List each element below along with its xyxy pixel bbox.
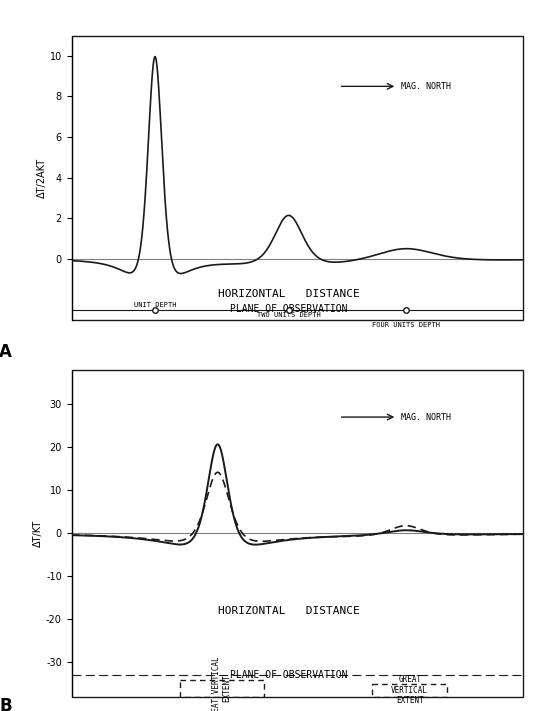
INDIVIDUAL ANOMALY (276, 535, 283, 544)
Text: HORIZONTAL   DISTANCE: HORIZONTAL DISTANCE (218, 606, 360, 616)
INDIVIDUAL ANOMALY (258, 537, 265, 545)
Text: FOUR UNITS DEPTH: FOUR UNITS DEPTH (372, 322, 439, 328)
INDIVIDUAL ANOMALY (507, 530, 513, 539)
Text: B: B (0, 697, 12, 711)
INDIVIDUAL ANOMALY (91, 531, 98, 540)
Text: MAG. NORTH: MAG. NORTH (400, 82, 450, 91)
SUMMATION ANOMALY (214, 440, 221, 449)
Text: PLANE OF OBSERVATION: PLANE OF OBSERVATION (230, 304, 348, 314)
Y-axis label: ΔT/2AKT: ΔT/2AKT (37, 158, 47, 198)
SUMMATION ANOMALY (424, 528, 430, 537)
Line: INDIVIDUAL ANOMALY: INDIVIDUAL ANOMALY (72, 472, 522, 541)
SUMMATION ANOMALY (276, 537, 283, 545)
SUMMATION ANOMALY (507, 530, 513, 538)
Text: PLANE OF OBSERVATION: PLANE OF OBSERVATION (230, 670, 348, 680)
Text: MAG. NORTH: MAG. NORTH (400, 412, 450, 422)
Text: GREAT
VERTICAL
EXTENT: GREAT VERTICAL EXTENT (391, 675, 428, 705)
INDIVIDUAL ANOMALY (424, 528, 430, 536)
INDIVIDUAL ANOMALY (507, 530, 513, 539)
SUMMATION ANOMALY (68, 531, 75, 540)
Text: TWO UNITS DEPTH: TWO UNITS DEPTH (257, 312, 321, 318)
SUMMATION ANOMALY (91, 532, 98, 540)
SUMMATION ANOMALY (252, 540, 258, 549)
INDIVIDUAL ANOMALY (214, 468, 221, 476)
Y-axis label: ΔT/KT: ΔT/KT (33, 520, 43, 547)
Text: HORIZONTAL   DISTANCE: HORIZONTAL DISTANCE (218, 289, 360, 299)
SUMMATION ANOMALY (519, 530, 526, 538)
INDIVIDUAL ANOMALY (519, 530, 526, 538)
Text: A: A (0, 343, 12, 360)
Text: UNIT DEPTH: UNIT DEPTH (134, 301, 176, 308)
SUMMATION ANOMALY (507, 530, 513, 538)
INDIVIDUAL ANOMALY (68, 530, 75, 539)
INDIVIDUAL ANOMALY (288, 535, 295, 543)
SUMMATION ANOMALY (288, 535, 295, 544)
Line: SUMMATION ANOMALY: SUMMATION ANOMALY (72, 444, 522, 545)
Text: GREAT VERTICAL
EXTENT: GREAT VERTICAL EXTENT (212, 656, 232, 711)
